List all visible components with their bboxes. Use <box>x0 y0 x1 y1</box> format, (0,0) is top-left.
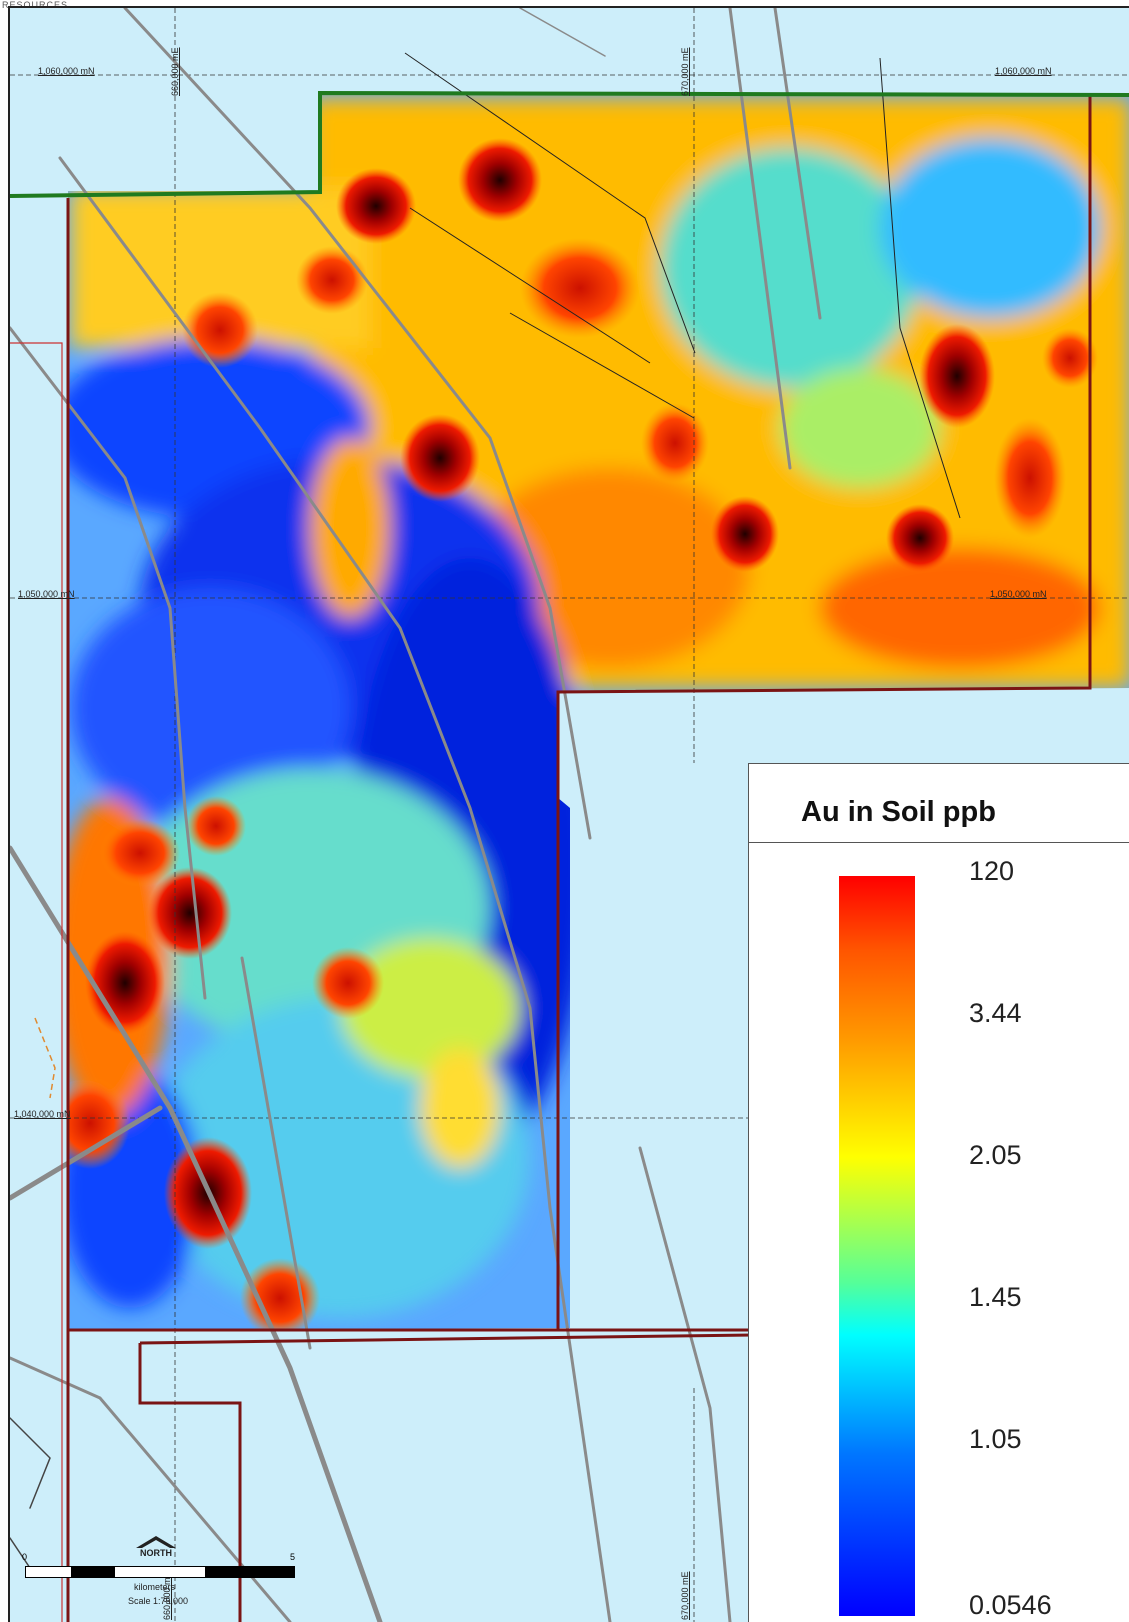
scale-ratio: Scale 1:75,000 <box>128 1596 189 1606</box>
legend-value: 120 <box>969 856 1015 886</box>
grid-label-north: 1,050,000 mN <box>990 589 1047 599</box>
legend-value: 3.44 <box>969 998 1022 1028</box>
legend-title: Au in Soil ppb <box>801 796 996 828</box>
scale-start: 0 <box>22 1552 28 1562</box>
scale-units: kilometers <box>134 1582 176 1592</box>
grid-label-north: 1,060,000 mN <box>38 66 95 76</box>
scale-end: 5 <box>290 1552 296 1562</box>
header-label: RESOURCES <box>2 0 69 10</box>
thin-red-boundary <box>10 342 63 1622</box>
grid-label-east: 670,000 mE <box>680 47 690 96</box>
north-label: NORTH <box>140 1548 172 1558</box>
legend-panel: Au in Soil ppb 120 3.44 2.05 1.45 1.05 0… <box>748 763 1129 1622</box>
north-arrow-glyph <box>136 1536 176 1548</box>
thin-structures <box>404 52 961 519</box>
grid-label-east: 660,000 mE <box>170 47 180 96</box>
north-arrow-icon: NORTH <box>132 1534 180 1564</box>
dashed-orange-line <box>34 1017 56 1099</box>
legend-value: 0.0546 <box>969 1590 1052 1620</box>
legend-value: 1.05 <box>969 1424 1022 1454</box>
legend-divider <box>749 842 1129 843</box>
structural-lines <box>10 8 822 1622</box>
legend-value: 1.45 <box>969 1282 1022 1312</box>
legend-value: 2.05 <box>969 1140 1022 1170</box>
scale-bar <box>25 1566 295 1578</box>
grid-label-north: 1,050,000 mN <box>18 589 75 599</box>
gold-anomaly-hotspots <box>68 138 1098 1330</box>
grid-label-north: 1,060,000 mN <box>995 66 1052 76</box>
legend-color-ramp <box>839 876 915 1616</box>
map-frame[interactable]: 1,060,000 mN 1,060,000 mN 1,050,000 mN 1… <box>8 6 1129 1622</box>
grid-label-east: 670,000 mE <box>680 1571 690 1620</box>
grid-label-north: 1,040,000 mN <box>14 1109 71 1119</box>
coordinate-grid <box>10 8 1129 1622</box>
soil-anomaly-map[interactable] <box>10 8 1129 1622</box>
green-boundary <box>10 90 1129 198</box>
